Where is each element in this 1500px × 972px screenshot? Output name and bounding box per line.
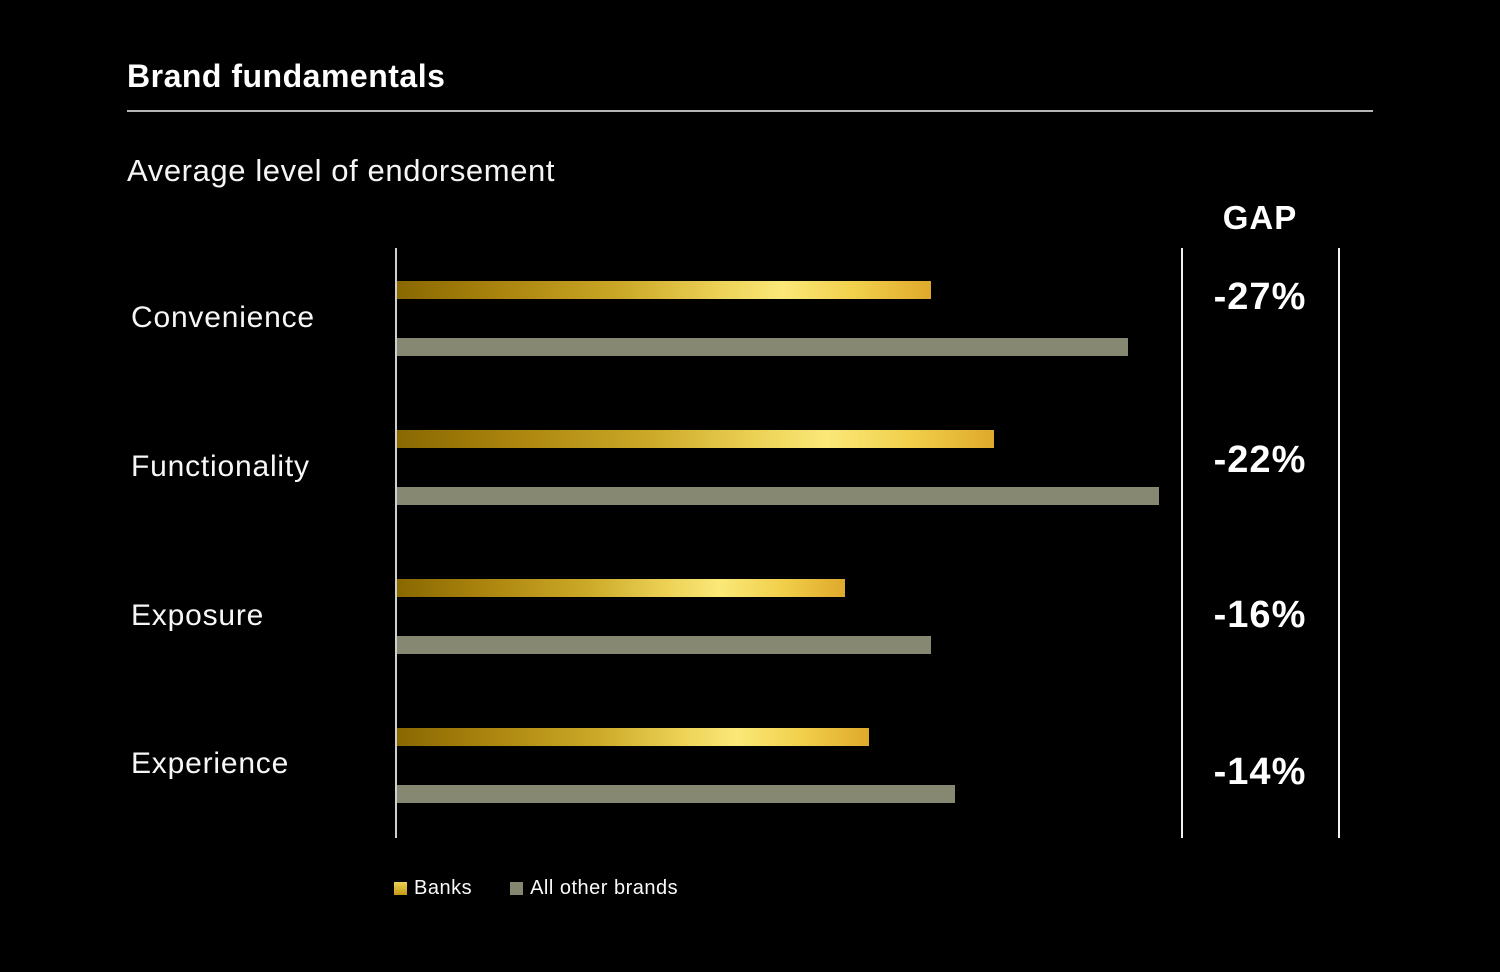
legend-item-all-other-brands: All other brands [510, 877, 678, 900]
category-label-exposure: Exposure [131, 599, 265, 632]
bar-all-other-brands-functionality [397, 487, 1160, 505]
gap-column-left-line [1181, 248, 1183, 838]
all-other-brands-swatch-icon [510, 882, 524, 895]
category-label-convenience: Convenience [131, 301, 315, 334]
legend-item-banks: Banks [394, 877, 472, 900]
bar-banks-experience [397, 728, 869, 746]
bar-all-other-brands-experience [397, 785, 956, 803]
banks-swatch-icon [394, 882, 407, 895]
category-label-functionality: Functionality [131, 450, 310, 483]
title-rule [127, 110, 1373, 112]
bar-banks-functionality [397, 430, 995, 448]
gap-value-convenience: -27% [1213, 276, 1307, 318]
gap-column-header: GAP [1222, 199, 1298, 236]
legend-label-all-other-brands: All other brands [530, 877, 679, 899]
bar-all-other-brands-exposure [397, 636, 932, 654]
page-title: Brand fundamentals [127, 58, 446, 94]
gap-value-exposure: -16% [1213, 594, 1307, 636]
bar-banks-exposure [397, 579, 846, 597]
bar-all-other-brands-convenience [397, 338, 1128, 356]
gap-value-functionality: -22% [1213, 439, 1307, 481]
category-axis-line [395, 248, 397, 838]
chart-plot-area [397, 248, 1183, 838]
bar-banks-convenience [397, 281, 932, 299]
category-label-experience: Experience [131, 747, 290, 780]
gap-value-experience: -14% [1213, 751, 1307, 793]
chart-subtitle: Average level of endorsement [127, 153, 556, 188]
legend-label-banks: Banks [414, 877, 473, 899]
chart-legend: Banks All other brands [394, 877, 678, 900]
gap-column-right-line [1338, 248, 1340, 838]
